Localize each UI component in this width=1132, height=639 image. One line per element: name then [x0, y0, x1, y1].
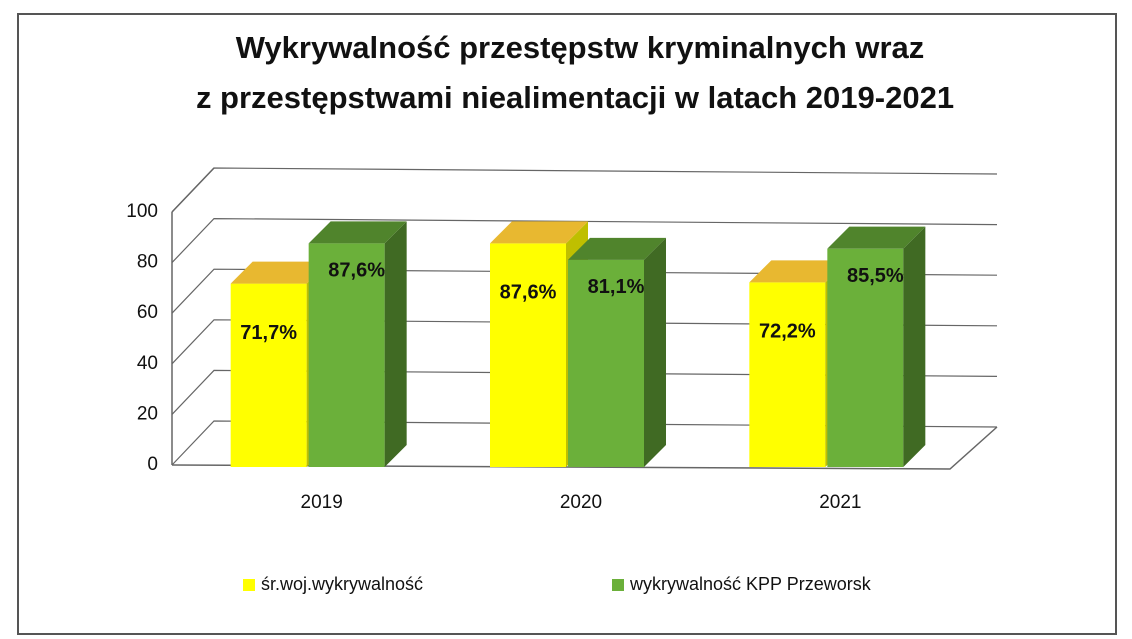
- chart-title: Wykrywalność przestępstw kryminalnych wr…: [236, 30, 925, 65]
- y-tick-label: 80: [137, 252, 158, 273]
- bar-top: [827, 226, 926, 249]
- grid-line: [171, 369, 998, 415]
- y-tick-label: 100: [126, 201, 158, 222]
- bar-front: [230, 283, 307, 467]
- frame: [17, 13, 1117, 635]
- chart-title: z przestępstwami niealimentacji w latach…: [196, 80, 954, 115]
- grid-line: [171, 420, 998, 466]
- bar-top: [230, 261, 329, 284]
- bar-front: [568, 259, 644, 467]
- bar: [827, 226, 926, 467]
- x-tick-label: 2021: [819, 492, 861, 513]
- bar-top: [490, 221, 588, 244]
- bar-top: [749, 260, 848, 283]
- value-label: 87,6%: [500, 282, 557, 304]
- value-label: 81,1%: [588, 276, 645, 298]
- legend-label: wykrywalność KPP Przeworsk: [629, 574, 872, 594]
- y-tick-label: 20: [137, 403, 158, 424]
- legend-label: śr.woj.wykrywalność: [261, 574, 423, 594]
- bar-front: [827, 248, 904, 467]
- grid-line: [171, 167, 998, 213]
- y-tick-label: 60: [137, 302, 158, 323]
- value-label: 87,6%: [328, 260, 385, 282]
- bar-side: [644, 237, 666, 467]
- bar-front: [308, 243, 385, 467]
- x-tick-label: 2020: [560, 492, 602, 513]
- bar-side: [384, 221, 407, 467]
- bar-top: [568, 237, 666, 260]
- bar-front: [749, 282, 826, 467]
- bar-side: [903, 226, 926, 467]
- bar-top: [308, 221, 407, 244]
- y-tick-label: 0: [147, 454, 158, 475]
- legend-swatch: [612, 579, 624, 591]
- floor: [171, 426, 998, 470]
- grid-line: [171, 319, 998, 365]
- value-label: 71,7%: [240, 322, 297, 344]
- x-tick-label: 2019: [301, 492, 343, 513]
- bar-front: [490, 243, 566, 467]
- y-tick-label: 40: [137, 353, 158, 374]
- bar: [308, 221, 407, 467]
- value-label: 72,2%: [759, 321, 816, 343]
- grid-line: [171, 268, 998, 314]
- grid-line: [171, 217, 998, 264]
- bar: [568, 237, 666, 467]
- value-label: 85,5%: [847, 265, 904, 287]
- legend-swatch: [243, 579, 255, 591]
